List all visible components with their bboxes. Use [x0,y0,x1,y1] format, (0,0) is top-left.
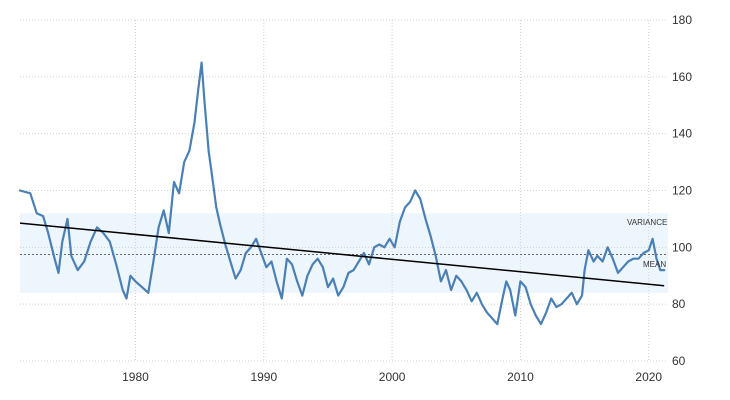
mean-label: MEAN [643,260,666,269]
y-tick-label: 60 [672,354,686,368]
annotation-layer: VARIANCE MEAN [627,218,667,269]
tick-label-layer: 60 80 100 120 140 160 180 1980 1990 2000 2010 2020 [122,13,692,384]
variance-band [20,213,668,293]
grid-layer [20,19,668,362]
trend-line [19,222,665,287]
x-tick-label: 1980 [122,370,149,384]
variance-label: VARIANCE [627,218,667,227]
series-line [18,61,666,326]
y-tick-label: 80 [672,297,686,311]
y-tick-label: 160 [672,70,692,84]
x-tick-label: 2020 [635,370,662,384]
variance-band-layer [20,213,668,293]
y-tick-label: 140 [672,127,692,141]
y-tick-label: 100 [672,240,692,254]
y-tick-label: 120 [672,184,692,198]
x-tick-label: 2010 [507,370,534,384]
trend-line-layer [19,222,665,287]
y-tick-label: 180 [672,13,692,27]
x-tick-label: 2000 [379,370,406,384]
x-tick-label: 1990 [250,370,277,384]
series-layer [18,61,666,326]
